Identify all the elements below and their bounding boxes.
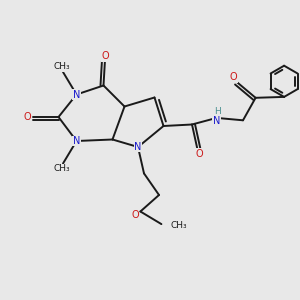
Text: CH₃: CH₃ — [170, 221, 187, 230]
Text: O: O — [101, 51, 109, 62]
Text: O: O — [230, 72, 237, 82]
Text: N: N — [73, 136, 80, 146]
Text: O: O — [24, 112, 32, 122]
Text: H: H — [214, 107, 220, 116]
Text: CH₃: CH₃ — [53, 62, 70, 71]
Text: O: O — [195, 149, 203, 159]
Text: N: N — [134, 142, 142, 152]
Text: N: N — [213, 116, 220, 126]
Text: CH₃: CH₃ — [53, 164, 70, 173]
Text: O: O — [131, 209, 139, 220]
Text: N: N — [73, 89, 80, 100]
